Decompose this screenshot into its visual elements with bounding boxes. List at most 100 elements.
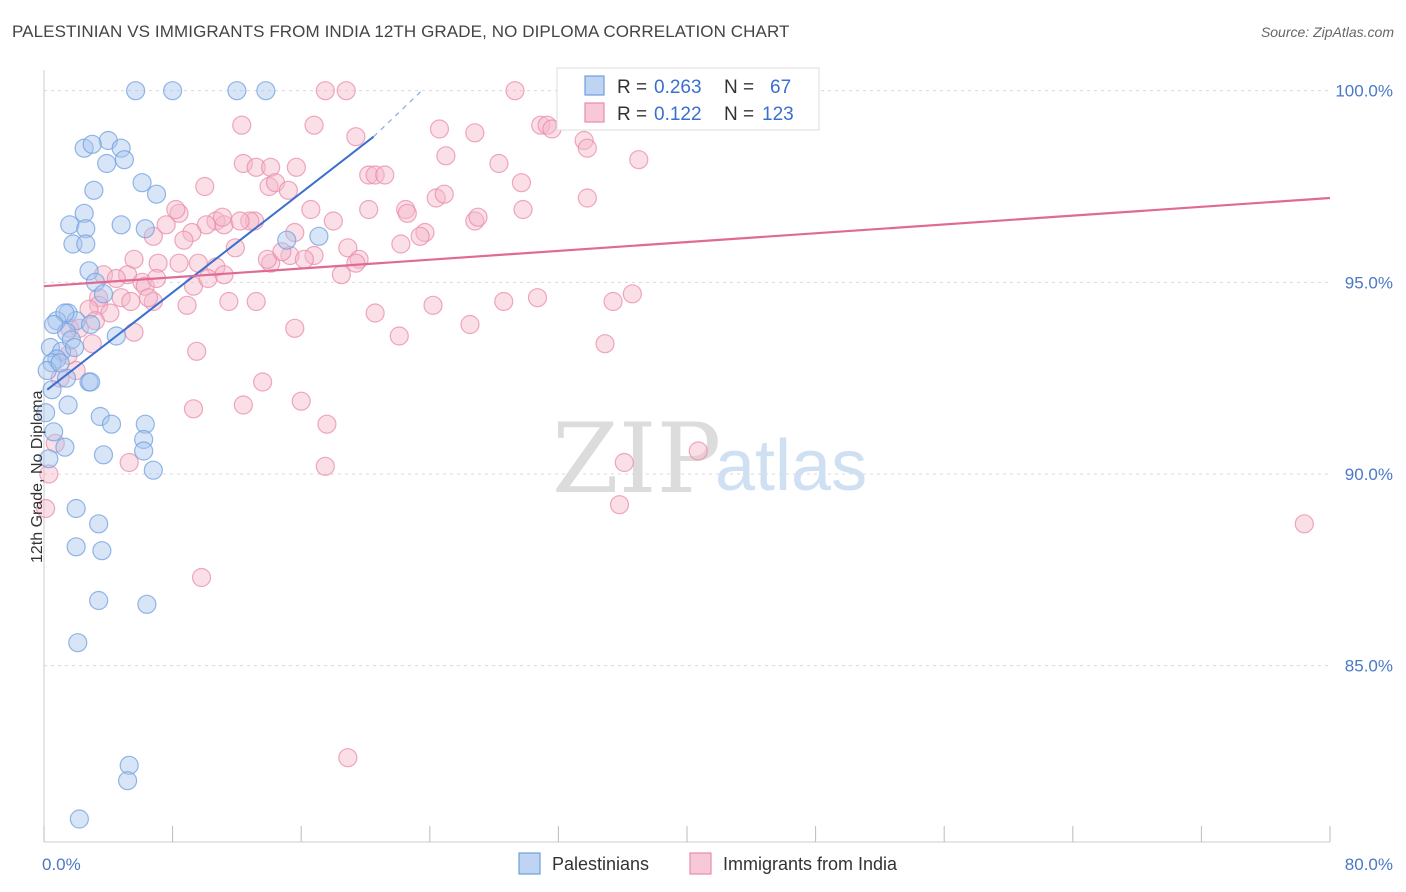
- legend-r-label: R =: [617, 77, 647, 98]
- x-tick-label: 0.0%: [42, 855, 81, 874]
- point-palestinians: [163, 81, 183, 101]
- y-tick-label: 85.0%: [1345, 657, 1393, 676]
- trend-lines: [43, 90, 1331, 391]
- point-india: [225, 238, 245, 258]
- legend: R = 0.263 N = 67 R = 0.122 N = 123: [556, 67, 820, 131]
- point-india: [323, 211, 343, 231]
- point-india: [317, 414, 337, 434]
- y-tick-labels: 85.0% 90.0% 95.0% 100.0%: [1335, 82, 1393, 676]
- point-india: [233, 153, 253, 174]
- point-india: [391, 234, 411, 254]
- point-india: [230, 211, 250, 231]
- trend-line-palestinians-extension: [373, 90, 423, 138]
- point-india: [79, 299, 99, 319]
- point-india: [365, 303, 385, 323]
- point-india: [89, 295, 109, 315]
- point-india: [253, 372, 273, 392]
- point-palestinians: [93, 445, 114, 465]
- point-palestinians: [111, 138, 131, 158]
- legend-n-value: 123: [762, 104, 794, 125]
- point-palestinians: [60, 215, 80, 235]
- point-india: [1294, 514, 1314, 534]
- point-india: [286, 157, 306, 177]
- point-palestinians: [92, 541, 112, 561]
- point-india: [574, 130, 594, 151]
- point-india: [285, 222, 305, 243]
- point-india: [338, 748, 358, 768]
- point-india: [93, 265, 114, 285]
- point-india: [688, 441, 708, 461]
- point-palestinians: [81, 372, 101, 392]
- point-india: [285, 318, 305, 338]
- y-axis-label: 12th Grade, No Diploma: [29, 390, 46, 563]
- point-india: [246, 157, 266, 177]
- point-palestinians: [81, 314, 101, 335]
- bottom-legend-label-india: Immigrants from India: [723, 854, 898, 874]
- point-india: [315, 456, 335, 476]
- point-palestinians: [101, 414, 122, 434]
- point-india: [397, 203, 417, 223]
- bottom-legend: Palestinians Immigrants from India: [518, 852, 898, 875]
- point-india: [124, 322, 144, 342]
- point-india: [182, 222, 202, 243]
- legend-r-value: 0.122: [654, 104, 702, 125]
- legend-swatch-india: [584, 102, 605, 123]
- point-india: [212, 207, 233, 227]
- point-palestinians: [309, 226, 329, 246]
- point-palestinians: [68, 633, 88, 653]
- point-india: [169, 253, 189, 273]
- y-tick-label: 95.0%: [1345, 273, 1393, 292]
- point-india: [410, 226, 430, 246]
- axes: [43, 70, 1331, 843]
- watermark-atlas: atlas: [715, 426, 867, 506]
- point-india: [505, 81, 525, 101]
- source-label: Source: ZipAtlas.com: [1260, 24, 1394, 40]
- point-palestinians: [146, 184, 167, 204]
- point-india: [233, 395, 253, 415]
- trend-line-india: [43, 196, 1331, 288]
- point-palestinians: [111, 215, 131, 235]
- point-india: [527, 288, 548, 308]
- point-palestinians: [114, 150, 134, 170]
- point-palestinians: [135, 414, 155, 434]
- point-palestinians: [36, 403, 56, 423]
- point-india: [359, 199, 379, 220]
- point-palestinians: [135, 219, 155, 239]
- point-india: [69, 318, 89, 338]
- point-india: [336, 81, 356, 101]
- point-india: [494, 291, 514, 312]
- legend-r-label: R =: [617, 104, 647, 125]
- point-india: [106, 268, 126, 289]
- point-palestinians: [89, 590, 109, 611]
- point-india: [174, 230, 194, 250]
- point-india: [246, 291, 266, 312]
- point-india: [191, 567, 212, 588]
- point-palestinians: [79, 261, 99, 281]
- point-palestinians: [134, 441, 154, 461]
- point-india: [232, 115, 252, 135]
- point-india: [331, 265, 351, 285]
- point-india: [135, 276, 155, 296]
- point-palestinians: [66, 498, 86, 519]
- bottom-legend-swatch-palestinians: [518, 852, 541, 875]
- point-india: [577, 138, 597, 158]
- point-palestinians: [134, 429, 154, 450]
- x-tick-label: 80.0%: [1345, 855, 1393, 874]
- point-palestinians: [143, 460, 163, 480]
- point-india: [423, 295, 443, 315]
- point-palestinians: [84, 180, 104, 200]
- legend-r-value: 0.263: [654, 77, 702, 98]
- point-palestinians: [55, 437, 75, 457]
- point-palestinians: [137, 594, 157, 614]
- point-india: [39, 464, 59, 484]
- point-india: [240, 211, 260, 231]
- point-india: [195, 176, 215, 197]
- point-india: [346, 253, 366, 273]
- point-india: [66, 360, 86, 381]
- point-india: [489, 153, 509, 174]
- point-india: [513, 199, 533, 220]
- point-india: [177, 295, 197, 315]
- point-palestinians: [227, 81, 247, 101]
- point-palestinians: [89, 514, 109, 534]
